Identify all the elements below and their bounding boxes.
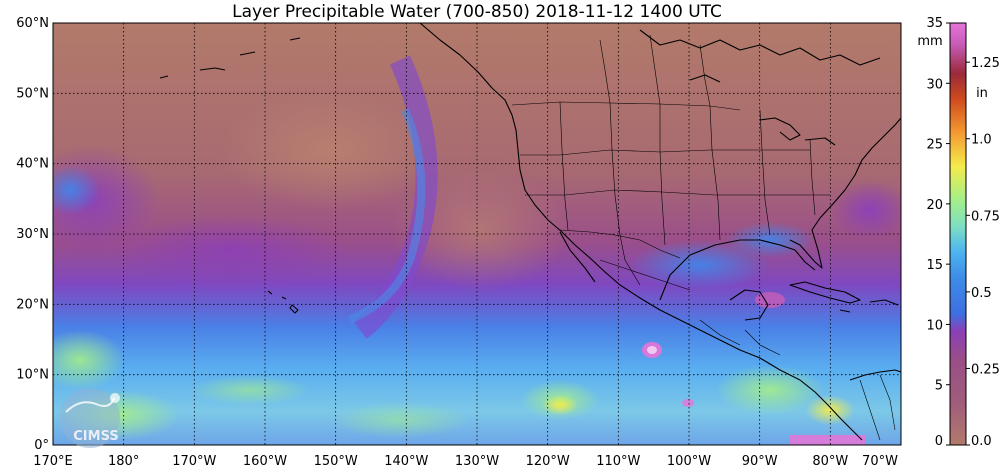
cimss-logo: CIMSS <box>60 388 120 448</box>
map-gridlines <box>53 23 901 445</box>
logo-globe-icon <box>60 388 120 448</box>
longitude-tick-label: 70°W <box>862 454 898 469</box>
colorbar-mm-tick-label: 20 <box>926 198 943 213</box>
longitude-tick-label: 100°W <box>667 454 711 469</box>
colorbar-mm-ticks: 0 5 10 15 20 25 30 35 <box>926 16 950 449</box>
colorbar-mm-tick-label: 0 <box>935 434 943 449</box>
longitude-tick-label: 160°W <box>243 454 287 469</box>
latitude-tick-label: 50°N <box>16 86 49 101</box>
longitude-tick-label: 130°W <box>455 454 499 469</box>
longitude-tick-label: 180° <box>108 454 139 469</box>
latitude-tick-label: 30°N <box>16 227 49 242</box>
colorbar-in-tick-label: 1.25 <box>971 56 1000 71</box>
colorbar-in-tick-label: 0.5 <box>971 286 992 301</box>
longitude-tick-label: 170°W <box>172 454 216 469</box>
longitude-tick-label: 110°W <box>596 454 640 469</box>
map-area <box>53 23 901 445</box>
colorbar-mm-tick-label: 15 <box>926 258 943 273</box>
latitude-tick-label: 0° <box>34 438 49 453</box>
latitude-tick-label: 60°N <box>16 16 49 31</box>
latitude-labels: 60°N 50°N 40°N 30°N 20°N 10°N 0° <box>16 16 49 453</box>
colorbar-unit-mm-label: mm <box>917 34 942 49</box>
longitude-tick-label: 170°E <box>33 454 73 469</box>
colorbar-mm-tick-label: 30 <box>926 77 943 92</box>
longitude-tick-label: 80°W <box>812 454 848 469</box>
colorbar-scale <box>949 22 967 446</box>
latitude-tick-label: 20°N <box>16 297 49 312</box>
longitude-tick-label: 120°W <box>526 454 570 469</box>
colorbar-in-tick-label: 0.75 <box>971 209 1000 224</box>
colorbar-in-tick-label: 0.25 <box>971 362 1000 377</box>
colorbar-in-tick-label: 1.0 <box>971 133 992 148</box>
colorbar: mm in 0 5 10 15 20 25 30 35 0.0 0.25 0.5 0.75 1.0 1.… <box>917 16 1000 449</box>
colorbar-in-tick-label: 0.0 <box>971 434 992 449</box>
political-borders <box>511 34 896 441</box>
longitude-tick-label: 150°W <box>314 454 358 469</box>
colorbar-mm-tick-label: 25 <box>926 138 943 153</box>
longitude-tick-label: 140°W <box>384 454 428 469</box>
longitude-tick-label: 90°W <box>742 454 778 469</box>
logo-text: CIMSS <box>73 429 118 444</box>
colorbar-unit-in-label: in <box>976 86 988 101</box>
colorbar-in-ticks: 0.0 0.25 0.5 0.75 1.0 1.25 <box>966 56 1000 449</box>
map-frame <box>52 22 902 446</box>
latitude-tick-label: 10°N <box>16 368 49 383</box>
colorbar-mm-tick-label: 10 <box>926 318 943 333</box>
field-features <box>53 55 901 445</box>
colorbar-mm-tick-label: 35 <box>926 16 943 31</box>
colorbar-mm-tick-label: 5 <box>935 379 943 394</box>
longitude-labels: 170°E 180° 170°W 160°W 150°W 140°W 130°W 120°W 1… <box>33 454 898 469</box>
latitude-tick-label: 40°N <box>16 157 49 172</box>
chart-title: Layer Precipitable Water (700-850) 2018-… <box>232 2 722 22</box>
coastlines <box>159 23 901 441</box>
